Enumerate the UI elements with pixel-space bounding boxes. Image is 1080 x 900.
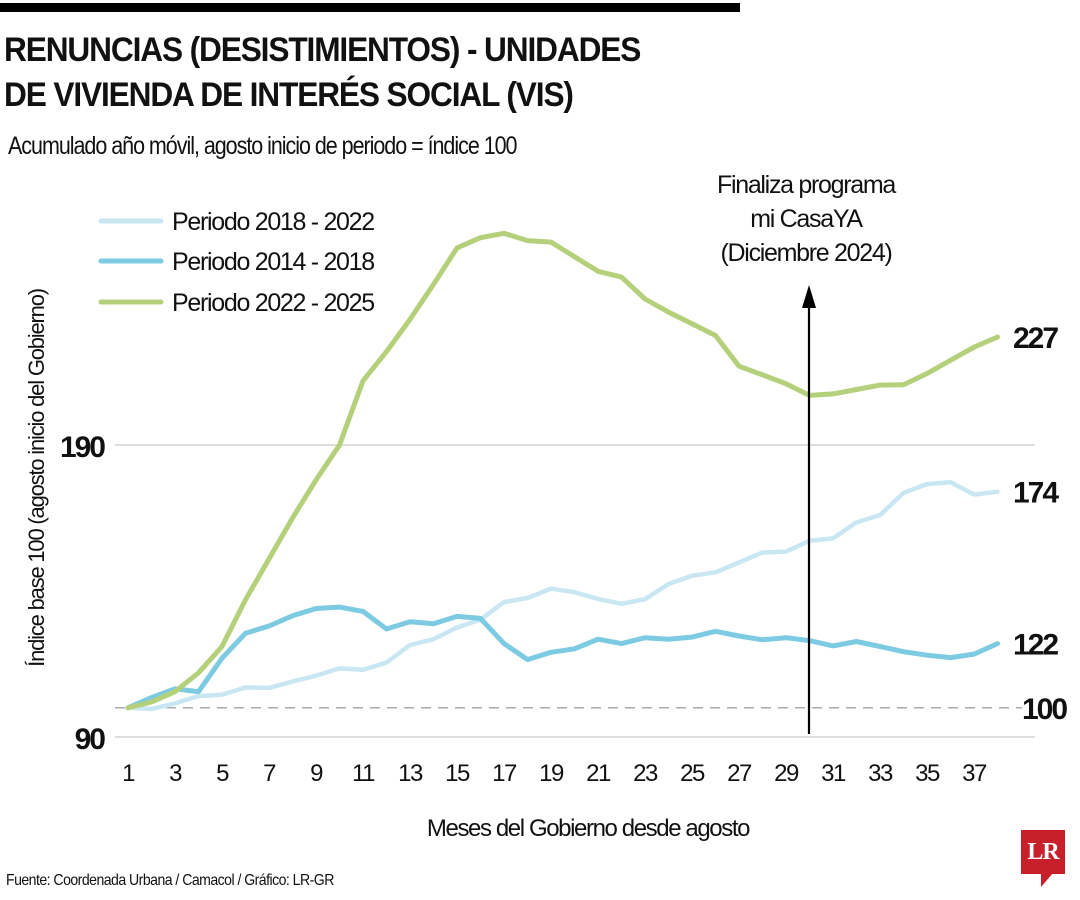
x-tick-label-7: 7 — [263, 760, 276, 787]
x-tick-label-11: 11 — [352, 760, 375, 787]
x-tick-label-21: 21 — [586, 760, 611, 787]
series-line-green — [125, 230, 1000, 711]
x-tick-label-31: 31 — [821, 760, 846, 787]
x-tick-label-13: 13 — [398, 760, 423, 787]
annotation-text-line-3: (Diciembre 2024) — [721, 239, 892, 267]
lr-logo: LR — [1021, 830, 1065, 874]
x-tick-label-33: 33 — [868, 760, 893, 787]
legend: Periodo 2018 - 2022 Periodo 2014 - 2018 Pe… — [98, 208, 376, 317]
x-axis-label: Meses del Gobierno desde agosto — [427, 815, 750, 842]
y-tick-label-90: 90 — [75, 723, 106, 756]
x-tick-label-27: 27 — [727, 760, 752, 787]
annotation-arrow-head — [802, 285, 816, 308]
end-labels: 174 122 227 100 — [1013, 322, 1069, 726]
x-tick-label-37: 37 — [962, 760, 987, 787]
chart-title: RENUNCIAS (DESISTIMIENTOS) - UNIDADES DE… — [4, 28, 711, 118]
series-lines — [125, 230, 1000, 712]
x-axis-ticks: 1 3 5 7 9 11 13 15 17 19 21 23 25 27 29 31 33 35 37 — [122, 760, 988, 787]
lr-logo-text: LR — [1027, 838, 1059, 865]
legend-label-mid-blue: Periodo 2014 - 2018 — [172, 248, 374, 276]
end-label-mid-blue: 122 — [1013, 629, 1058, 662]
y-axis-ticks: 90 190 — [60, 431, 107, 756]
series-line-light-blue — [125, 479, 1000, 712]
x-tick-label-15: 15 — [445, 760, 470, 787]
x-tick-label-23: 23 — [633, 760, 658, 787]
x-tick-label-5: 5 — [216, 760, 229, 787]
annotation-text-line-2: mi CasaYA — [750, 205, 863, 233]
chart-subtitle: Acumulado año móvil, agosto inicio de pe… — [8, 132, 518, 160]
end-label-green: 227 — [1013, 322, 1058, 355]
series-line-mid-blue — [125, 604, 1000, 711]
x-tick-label-35: 35 — [915, 760, 940, 787]
x-tick-label-25: 25 — [680, 760, 705, 787]
top-rule — [0, 3, 740, 12]
x-tick-label-17: 17 — [492, 760, 517, 787]
chart-title-line-2: DE VIVIENDA DE INTERÉS SOCIAL (VIS) — [4, 76, 574, 114]
annotation-casaya: Finaliza programa mi CasaYA (Diciembre 202… — [717, 171, 898, 734]
x-tick-label-3: 3 — [169, 760, 182, 787]
source-note: Fuente: Coordenada Urbana / Camacol / Gr… — [6, 872, 334, 889]
annotation-text-line-1: Finaliza programa — [717, 171, 896, 199]
x-tick-label-1: 1 — [122, 760, 135, 787]
y-tick-label-190: 190 — [60, 431, 105, 464]
x-tick-label-29: 29 — [774, 760, 799, 787]
legend-label-green: Periodo 2022 - 2025 — [172, 289, 374, 317]
x-tick-label-9: 9 — [310, 760, 323, 787]
gridlines — [115, 444, 1035, 738]
x-tick-label-19: 19 — [539, 760, 564, 787]
legend-label-light-blue: Periodo 2018 - 2022 — [172, 208, 374, 236]
lr-logo-tail — [1041, 873, 1053, 887]
chart-title-line-1: RENUNCIAS (DESISTIMIENTOS) - UNIDADES — [4, 31, 641, 69]
baseline-label: 100 — [1022, 693, 1067, 726]
y-axis-label: Índice base 100 (agosto inicio del Gobie… — [24, 289, 49, 667]
end-label-light-blue: 174 — [1013, 477, 1059, 510]
